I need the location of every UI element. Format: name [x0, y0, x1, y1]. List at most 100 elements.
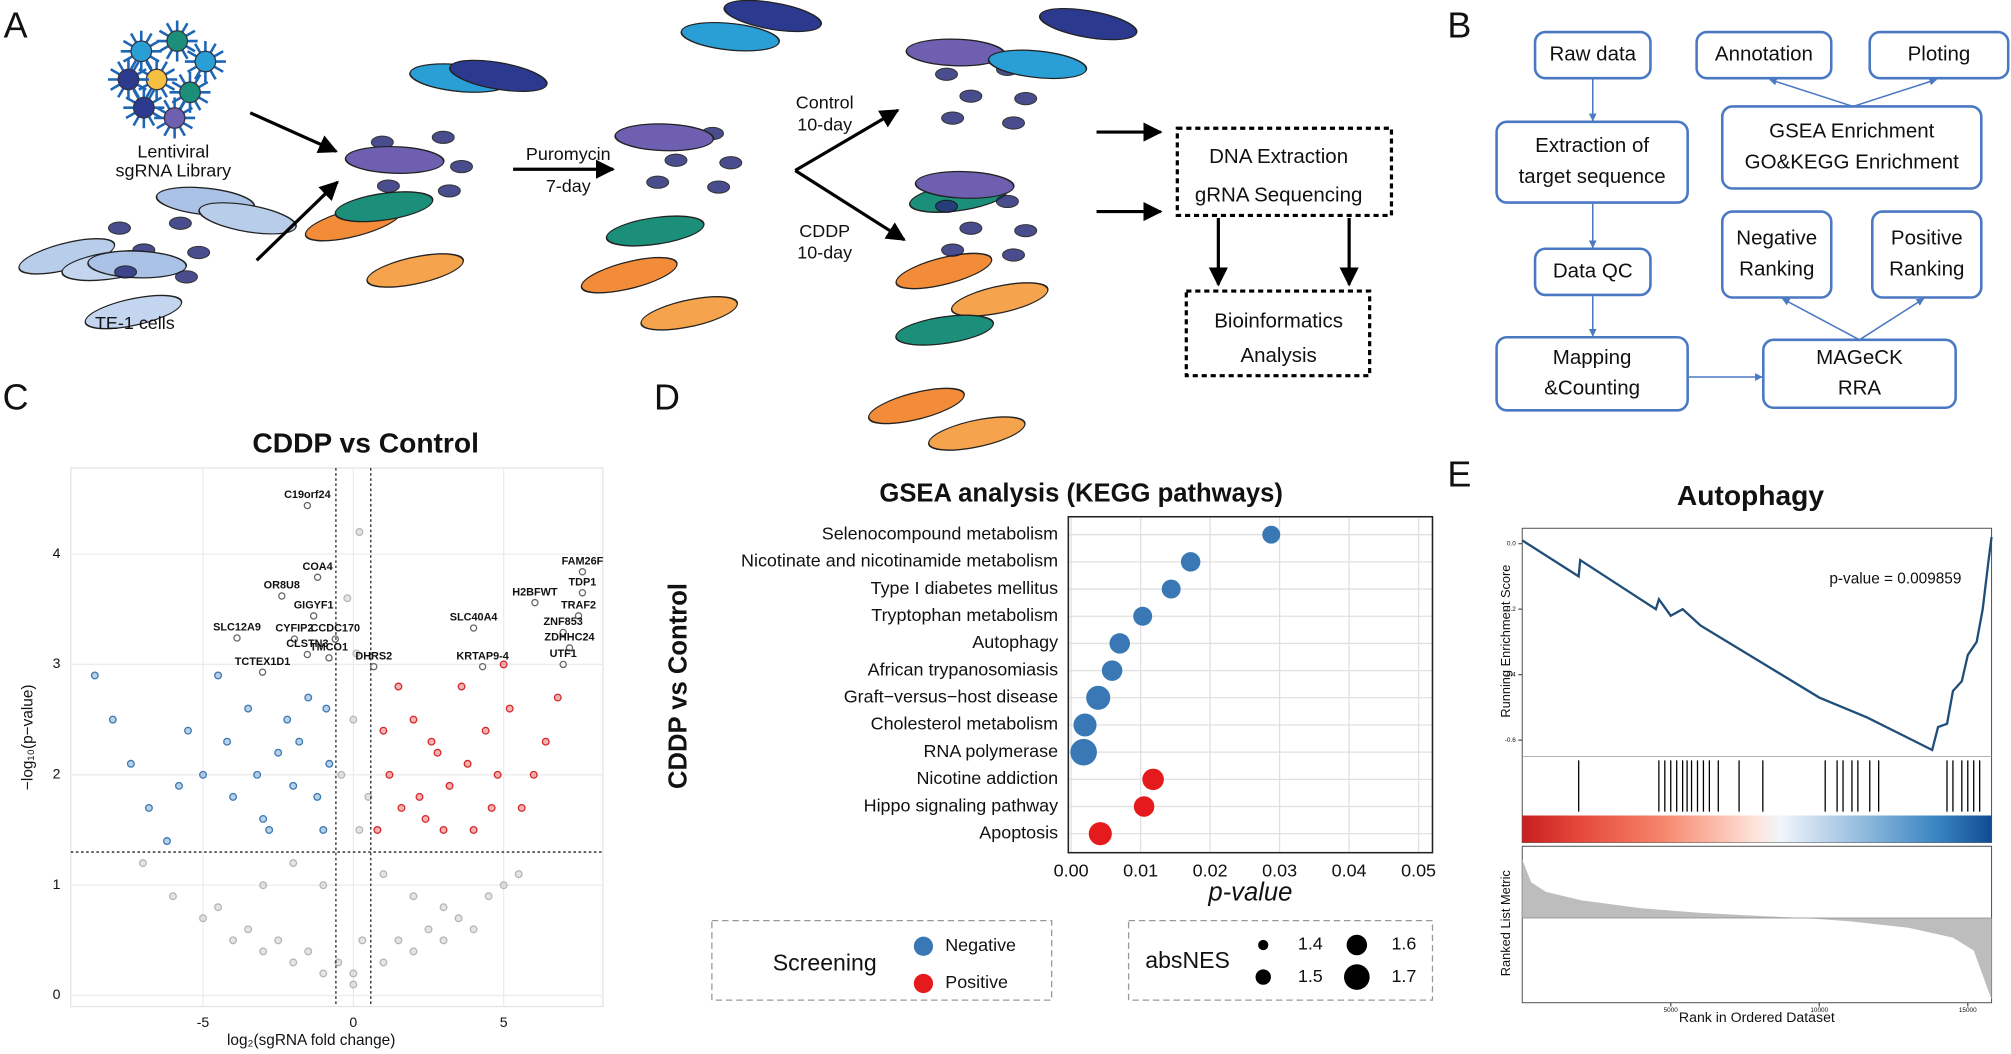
- arrow: [794, 108, 900, 172]
- pipeline-edge: [1768, 77, 1854, 108]
- workflow-label: 10-day: [797, 114, 852, 134]
- cell: [366, 253, 464, 288]
- legend-swatch: [913, 936, 934, 956]
- point: [144, 803, 153, 812]
- point: [427, 737, 436, 746]
- cell: [344, 145, 445, 174]
- gene-label: CLSTN3: [286, 638, 328, 650]
- pipeline-node: [1868, 30, 2010, 80]
- gene-label: ZNF853: [544, 616, 583, 628]
- category-label: Selenocompound metabolism: [822, 523, 1058, 543]
- y-tick-label: -0.4: [1505, 671, 1516, 678]
- panel-letter: D: [654, 378, 680, 418]
- point: [469, 925, 478, 934]
- dashed-box: [1175, 126, 1394, 218]
- y-tick-label: -0.2: [1505, 606, 1516, 613]
- plot-area: [1068, 516, 1433, 853]
- point: [289, 781, 298, 790]
- labeled-point: [531, 598, 539, 607]
- point: [229, 792, 238, 801]
- dot: [1109, 633, 1131, 654]
- point: [259, 947, 268, 956]
- point: [90, 671, 99, 680]
- cell-cluster: [895, 38, 1049, 317]
- pipeline-edge: [1781, 298, 1860, 341]
- y-axis-label: Ranked List Metric: [1498, 870, 1513, 977]
- dot: [1088, 822, 1112, 846]
- cell: [895, 252, 993, 290]
- cell-cluster: [304, 59, 548, 288]
- labeled-point: [578, 568, 587, 576]
- point: [514, 870, 523, 879]
- gene-label: OR8U8: [264, 580, 300, 592]
- node-label: Positive: [1891, 227, 1963, 250]
- x-tick-label: 0.00: [1054, 861, 1089, 881]
- pipeline-node: [1695, 30, 1833, 80]
- point: [289, 958, 298, 967]
- plot-frame: [1067, 515, 1434, 854]
- point: [162, 837, 171, 845]
- point: [199, 914, 208, 923]
- cell: [614, 123, 715, 152]
- legend-label: Negative: [945, 935, 1016, 955]
- point: [108, 715, 117, 724]
- point: [259, 814, 268, 823]
- nucleus: [1014, 224, 1038, 238]
- point: [184, 726, 192, 735]
- cell: [1038, 7, 1138, 41]
- node-label: &Counting: [1544, 377, 1640, 400]
- gene-label: KRTAP9-4: [456, 650, 508, 662]
- size-swatch: [1258, 939, 1269, 951]
- point: [349, 715, 358, 724]
- nucleus: [437, 184, 461, 198]
- nucleus: [107, 221, 131, 235]
- workflow-label: DNA Extraction: [1209, 145, 1348, 168]
- virion: [130, 40, 153, 63]
- nucleus: [431, 130, 455, 144]
- nucleus: [664, 153, 688, 167]
- node-label: target sequence: [1519, 165, 1666, 188]
- virion: [194, 50, 217, 73]
- category-label: Nicotine addiction: [916, 768, 1058, 788]
- y-tick-label: 3: [53, 655, 61, 671]
- point: [379, 958, 388, 967]
- category-label: Type I diabetes mellitus: [871, 578, 1058, 598]
- point: [168, 892, 177, 901]
- dot: [1262, 525, 1281, 544]
- labeled-point: [559, 628, 567, 637]
- point: [325, 759, 334, 768]
- x-tick-label: 0.01: [1123, 861, 1158, 881]
- point: [283, 715, 292, 724]
- point: [397, 803, 406, 812]
- cell-cluster: [868, 7, 1138, 451]
- chart-title: Autophagy: [1677, 479, 1825, 511]
- y-tick-label: 1: [53, 876, 61, 892]
- labeled-point: [290, 635, 299, 643]
- nucleus: [174, 270, 198, 284]
- point: [553, 693, 562, 702]
- dashed-box: [1184, 289, 1372, 378]
- node-label: Raw data: [1549, 43, 1636, 66]
- point: [274, 936, 283, 945]
- workflow-label: Lentiviral: [137, 141, 209, 161]
- legend-label: 1.4: [1298, 934, 1323, 954]
- panel-letter: A: [4, 6, 28, 46]
- x-tick-label: -5: [197, 1014, 210, 1030]
- gene-label: ZDHHC24: [544, 632, 594, 644]
- virion: [145, 68, 168, 91]
- nucleus: [959, 89, 983, 103]
- labeled-point: [258, 668, 267, 676]
- cell: [928, 416, 1026, 451]
- point: [355, 528, 364, 536]
- legend-box: [711, 920, 1053, 1001]
- nucleus: [941, 243, 965, 257]
- point: [385, 770, 394, 779]
- gene-label: FAM26F: [562, 555, 604, 567]
- panel-letter: B: [1447, 6, 1471, 46]
- point: [445, 781, 454, 790]
- y-axis-label: CDDP vs Control: [665, 583, 693, 789]
- nucleus: [646, 175, 670, 189]
- x-tick-label: 0.02: [1193, 861, 1228, 881]
- node-label: GO&KEGG Enrichment: [1745, 150, 1959, 173]
- plot-area: [70, 467, 604, 1008]
